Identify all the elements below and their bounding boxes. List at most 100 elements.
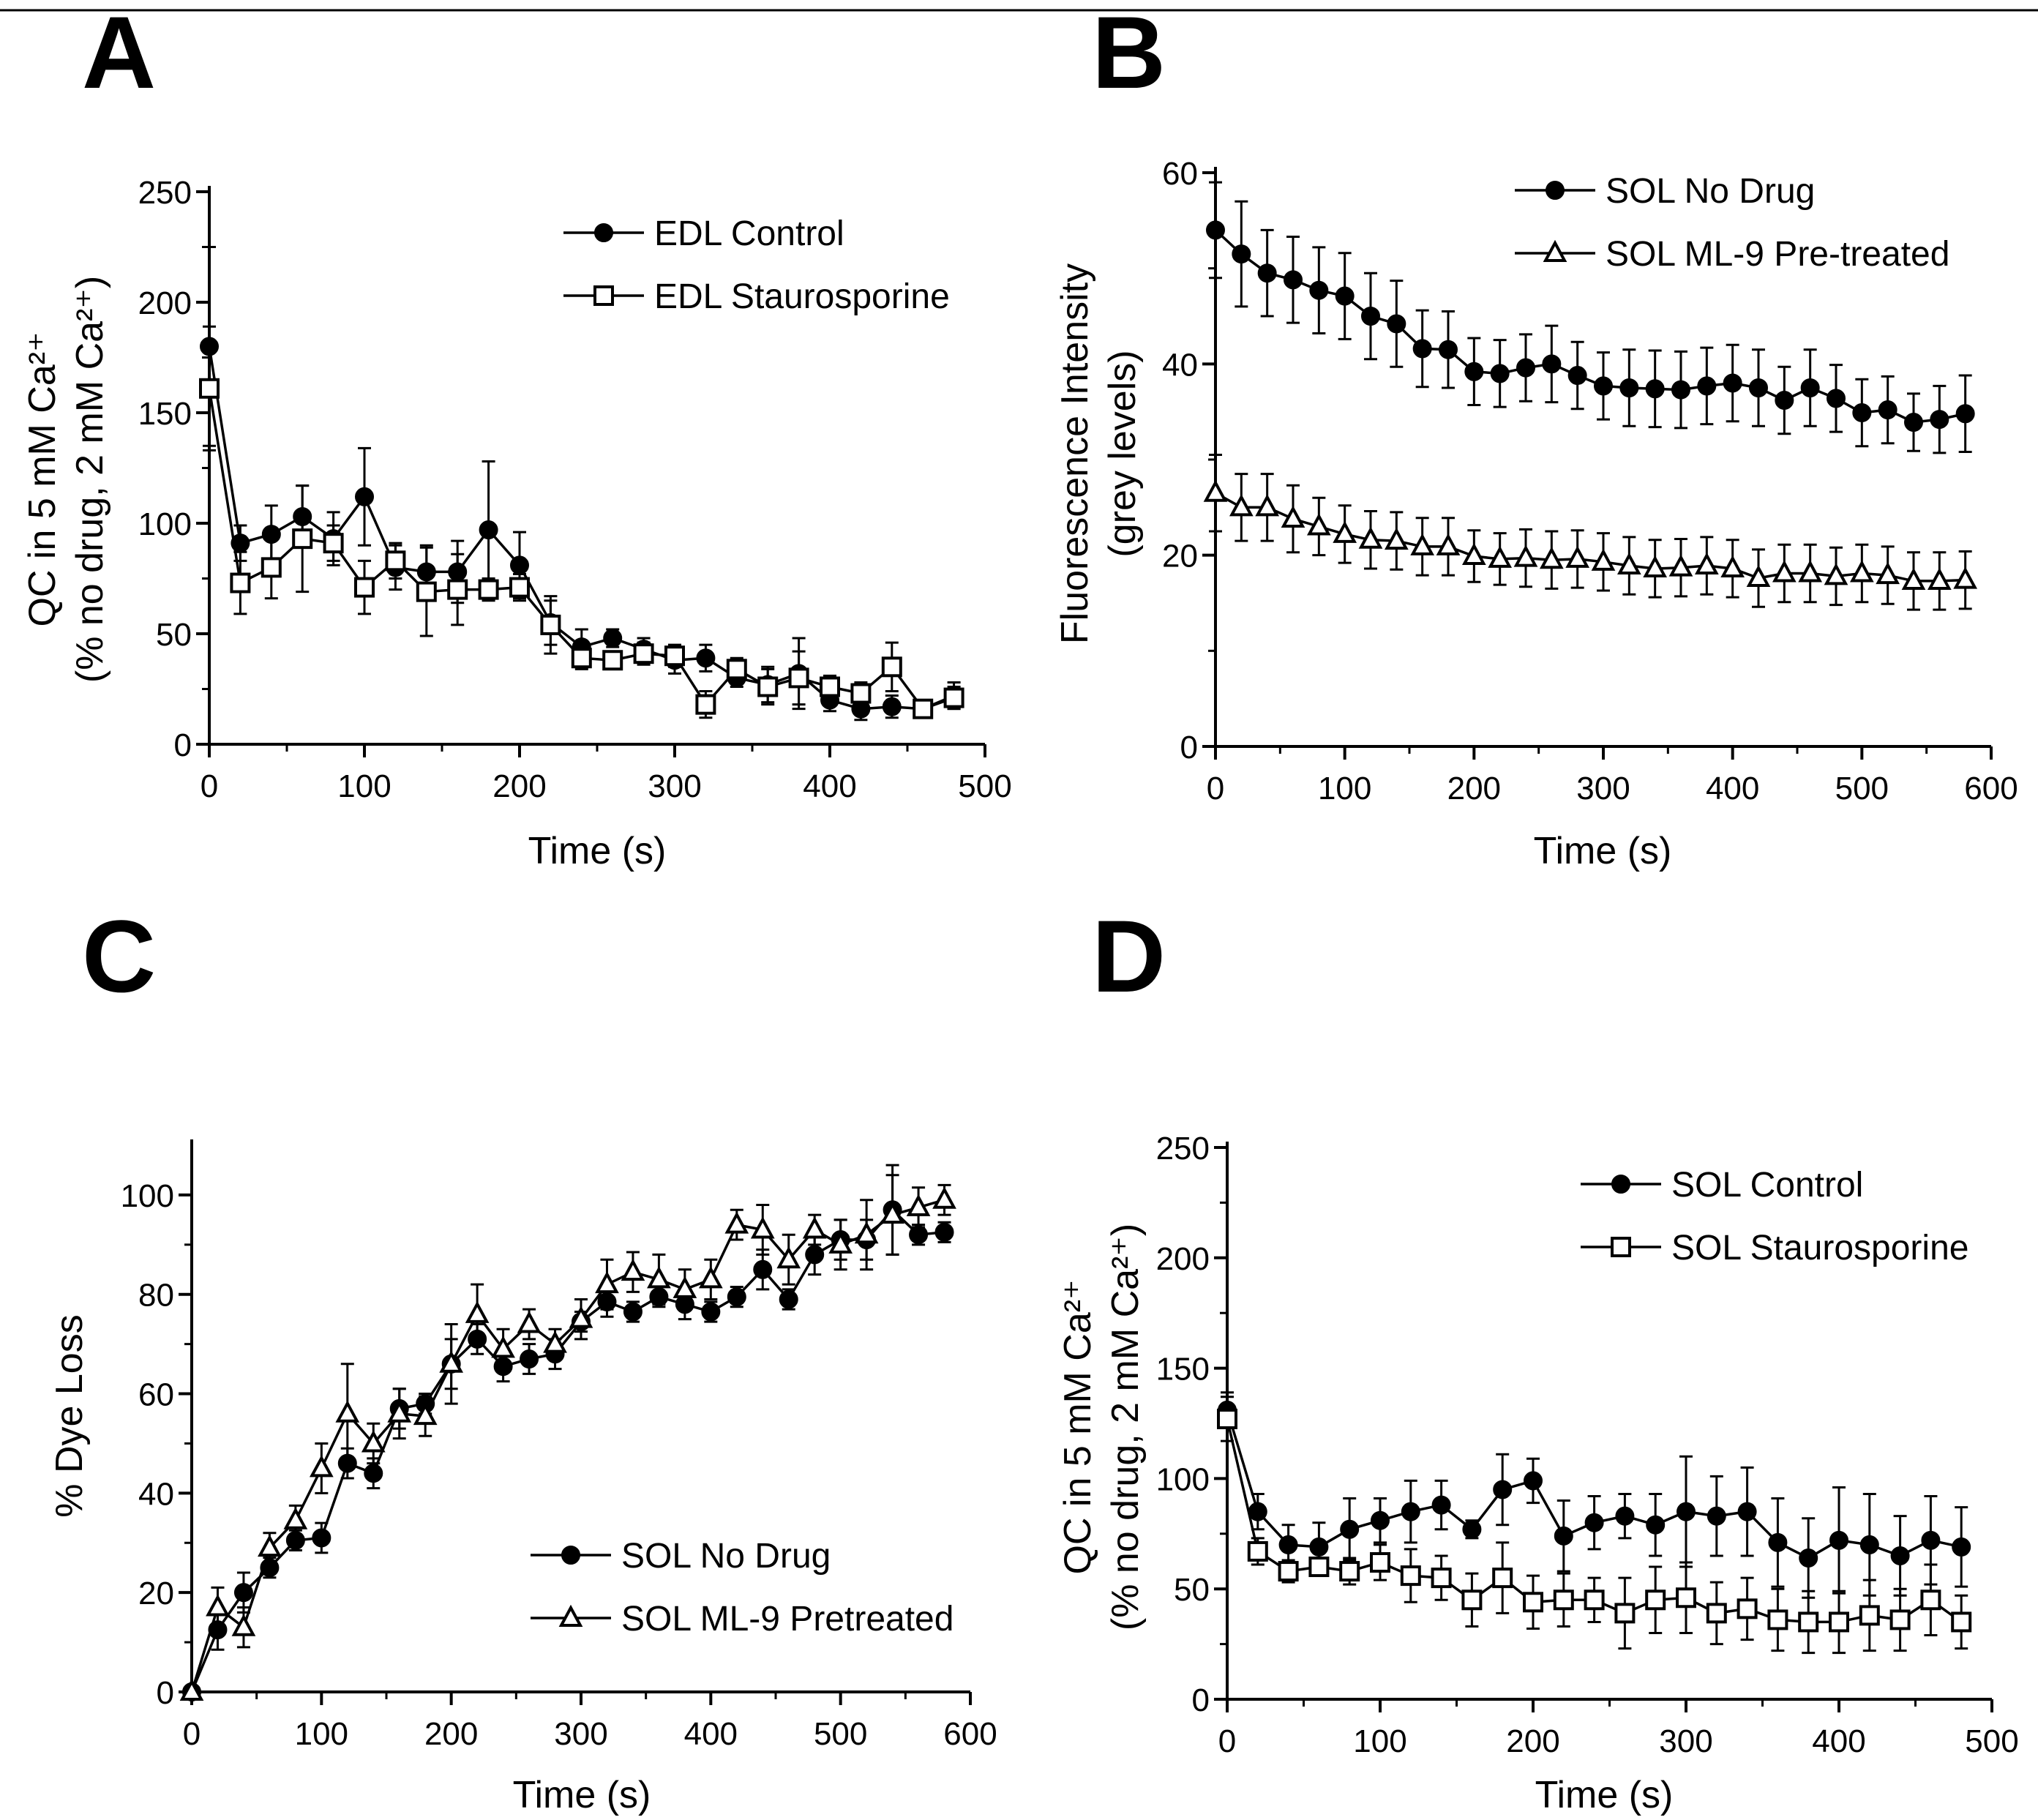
y-tick-label: 200	[138, 285, 192, 321]
panel-b: B Fluorescence Intensity (grey levels) T…	[1054, 0, 2018, 872]
data-point	[603, 629, 623, 648]
legend-label: SOL No Drug	[1606, 172, 1815, 211]
y-tick-label: 50	[156, 617, 192, 653]
data-point	[1232, 244, 1251, 264]
panel-d: D QC in 5 mM Ca²⁺ (% no drug, 2 mM Ca²⁺)…	[1057, 899, 2019, 1816]
data-point	[1384, 527, 1409, 550]
data-point	[906, 1194, 931, 1216]
series-open-square	[199, 325, 964, 719]
x-tick-label: 500	[814, 1716, 867, 1752]
data-point	[1203, 479, 1228, 502]
legend-entry: SOL Control	[1581, 1166, 1863, 1205]
y-tick-label: 80	[138, 1278, 174, 1314]
data-point	[199, 378, 220, 399]
panel-letter: D	[1092, 899, 1166, 1014]
legend-marker	[558, 1604, 583, 1627]
legend-entry: EDL Control	[563, 214, 844, 253]
data-point	[1798, 1611, 1819, 1633]
data-point	[673, 1276, 697, 1298]
x-tick-label: 100	[1353, 1723, 1406, 1759]
y-axis-title: Fluorescence Intensity	[1054, 263, 1096, 644]
legend-label: EDL Staurosporine	[654, 277, 950, 316]
data-point	[540, 614, 561, 635]
legend-marker	[594, 223, 613, 242]
y-tick-label: 250	[138, 175, 192, 211]
x-tick-label: 100	[337, 768, 391, 804]
data-point	[1461, 1589, 1483, 1611]
data-point	[595, 1270, 619, 1294]
data-point	[750, 1216, 775, 1239]
x-tick-label: 200	[424, 1716, 478, 1752]
data-point	[491, 1336, 515, 1358]
y-tick-label: 0	[1192, 1682, 1210, 1718]
y-tick-label: 40	[138, 1476, 174, 1512]
y-tick-label: 0	[1180, 730, 1198, 765]
legend-marker	[1611, 1237, 1631, 1257]
data-point	[1859, 1535, 1879, 1554]
legend-label: SOL ML-9 Pretreated	[621, 1600, 954, 1639]
data-point	[623, 1302, 643, 1322]
data-point	[1554, 1526, 1573, 1546]
x-tick-label: 400	[803, 768, 856, 804]
data-point	[447, 579, 468, 600]
data-point	[1772, 560, 1797, 583]
data-point	[724, 1211, 749, 1234]
x-axis-title: Time (s)	[1534, 830, 1672, 872]
legend-marker	[593, 285, 614, 306]
series-line	[1215, 492, 1966, 583]
data-point	[1904, 413, 1923, 432]
data-point	[309, 1455, 334, 1478]
data-point	[779, 1289, 798, 1309]
x-tick-label: 0	[1218, 1723, 1236, 1759]
data-point	[943, 687, 964, 708]
y-tick-label: 20	[1162, 539, 1198, 574]
data-point	[361, 1430, 386, 1453]
data-point	[1255, 494, 1280, 517]
y-tick-label: 200	[1156, 1241, 1210, 1277]
data-point	[1513, 544, 1538, 567]
data-point	[757, 676, 779, 697]
data-point	[932, 1186, 956, 1209]
series-open-square	[1217, 1396, 1972, 1655]
data-point	[387, 1400, 412, 1423]
data-point	[1217, 1408, 1237, 1429]
data-point	[1412, 339, 1432, 359]
data-point	[1615, 1506, 1635, 1526]
data-point	[1645, 1589, 1666, 1611]
data-point	[1492, 1568, 1513, 1589]
y-tick-label: 250	[1156, 1131, 1210, 1166]
data-point	[1308, 1557, 1330, 1578]
data-point	[1767, 1609, 1788, 1630]
data-point	[1768, 1532, 1788, 1552]
data-point	[439, 1350, 464, 1373]
data-point	[1462, 1519, 1482, 1539]
data-point	[1829, 1611, 1849, 1633]
data-point	[364, 1464, 383, 1483]
data-point	[1206, 220, 1225, 240]
data-point	[1951, 1611, 1972, 1633]
y-tick-label: 150	[1156, 1352, 1210, 1388]
data-point	[828, 1231, 853, 1254]
series-filled-circle	[1206, 181, 1975, 454]
data-point	[569, 1306, 593, 1328]
data-point	[1876, 561, 1900, 585]
y-axis-subtitle: (grey levels)	[1101, 350, 1144, 557]
data-point	[571, 648, 592, 669]
x-tick-label: 200	[492, 768, 546, 804]
data-point	[1723, 373, 1742, 393]
data-point	[1878, 400, 1897, 420]
x-tick-label: 300	[648, 768, 701, 804]
x-tick-label: 600	[943, 1716, 997, 1752]
plot-area: 0 100 200 300 400 500 0 50 100 150 200 250 SOL Contr…	[1156, 1131, 2019, 1759]
data-point	[1516, 358, 1535, 378]
y-tick-label: 0	[174, 727, 192, 763]
data-point	[850, 683, 872, 704]
data-point	[1339, 1561, 1360, 1582]
plot-area: 0 100 200 300 400 500 0 50 100 150 200 250 EDL Contr…	[138, 175, 1012, 804]
x-tick-label: 500	[1835, 771, 1889, 806]
data-point	[1335, 286, 1355, 306]
data-point	[1849, 560, 1874, 583]
x-tick-label: 200	[1447, 771, 1501, 806]
data-point	[633, 643, 654, 664]
